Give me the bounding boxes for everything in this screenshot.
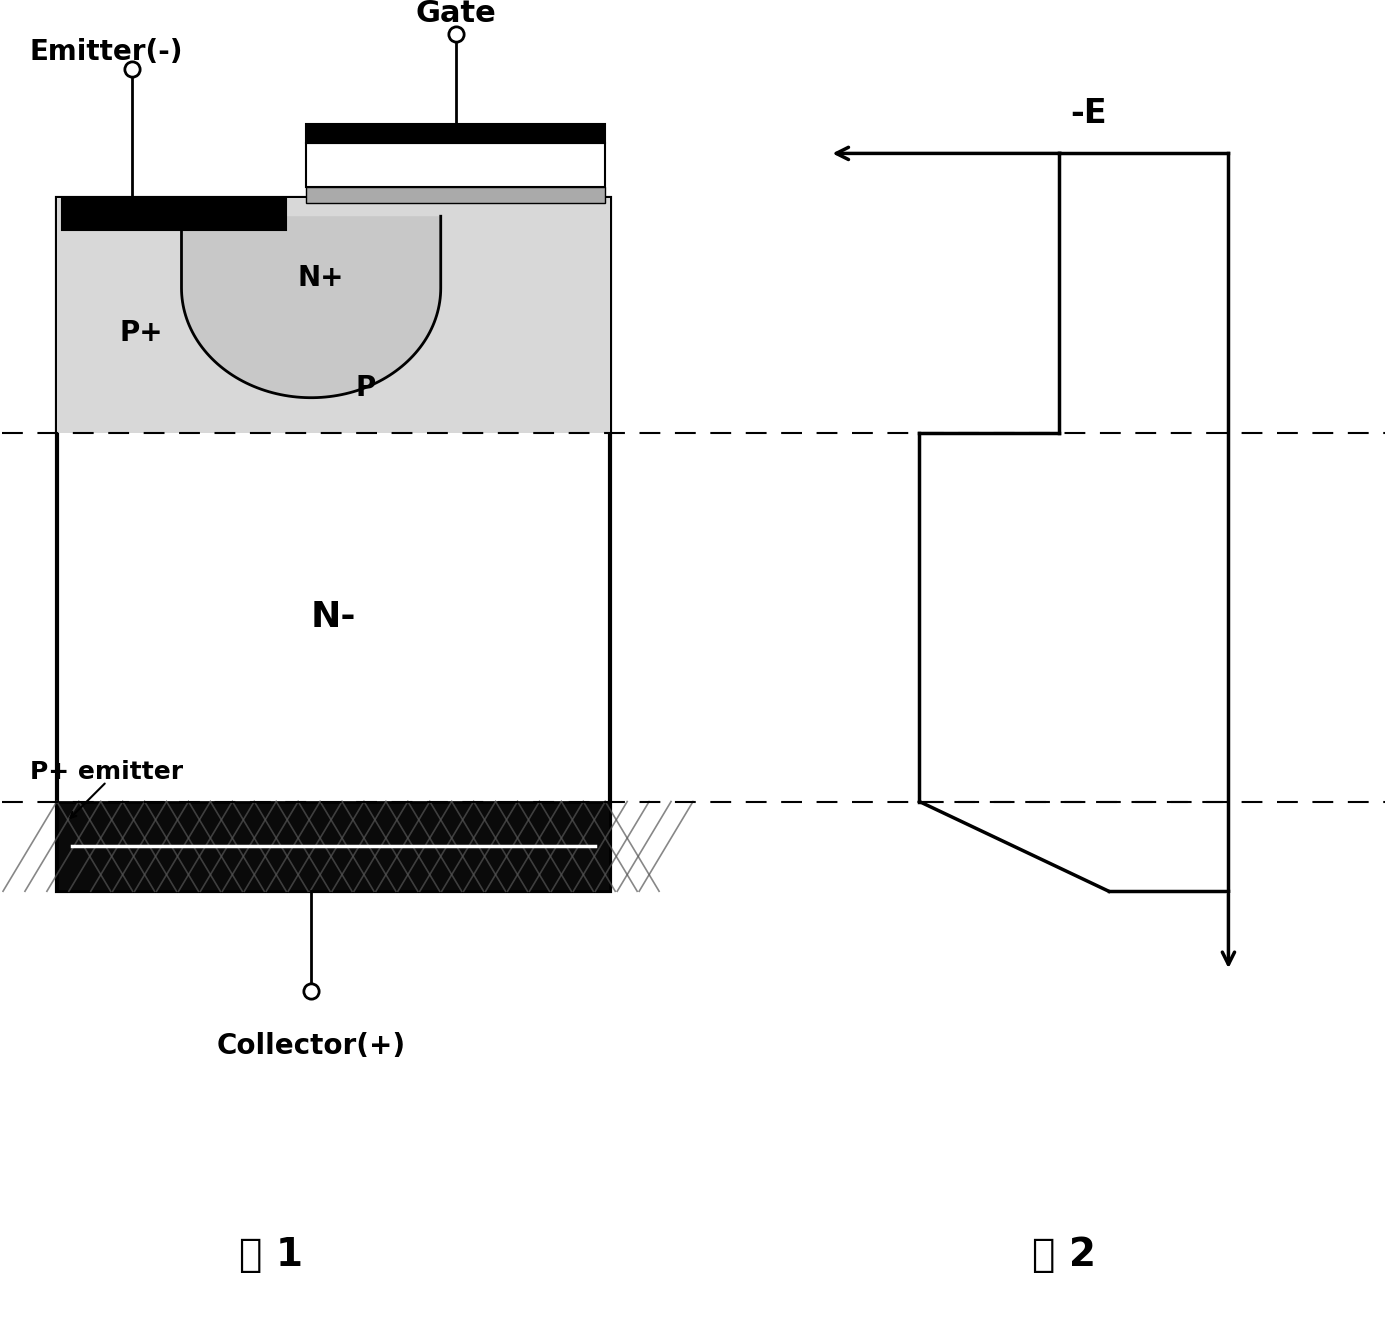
Text: N-: N- <box>311 600 356 635</box>
Bar <box>57 199 610 892</box>
Text: P+: P+ <box>119 319 164 347</box>
Text: P+ emitter: P+ emitter <box>31 759 183 783</box>
Bar <box>307 123 605 143</box>
Bar <box>57 199 610 432</box>
Text: Collector(+): Collector(+) <box>216 1032 405 1060</box>
Bar <box>307 143 605 187</box>
Polygon shape <box>182 216 441 398</box>
Text: 图 2: 图 2 <box>1032 1236 1096 1275</box>
Text: 图 1: 图 1 <box>239 1236 304 1275</box>
Text: Emitter(-): Emitter(-) <box>31 37 183 66</box>
Text: P: P <box>356 374 376 401</box>
Bar <box>307 187 605 203</box>
Text: -E: -E <box>1071 97 1107 130</box>
Text: N+: N+ <box>298 264 344 292</box>
Bar <box>57 802 610 892</box>
Text: Gate: Gate <box>415 0 497 28</box>
Bar <box>62 199 286 231</box>
